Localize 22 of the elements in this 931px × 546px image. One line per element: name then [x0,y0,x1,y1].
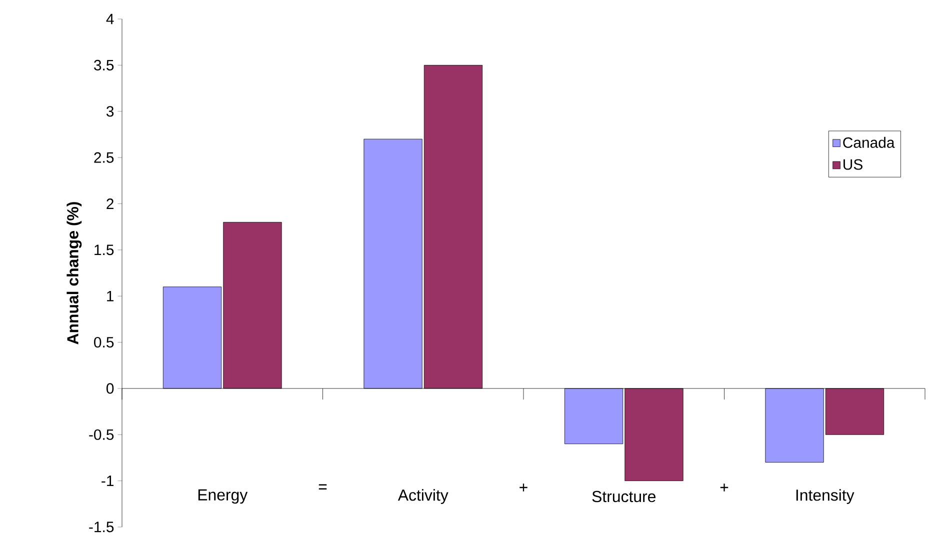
y-tick-label: 2 [106,198,114,209]
annotation: = [318,484,327,490]
y-tick-label: 1.5 [94,244,114,256]
x-tick-label: Activity [398,489,448,504]
y-tick-label: 1 [107,290,114,302]
legend-label: Canada [843,136,895,148]
x-tick-label: Energy [198,489,248,504]
y-axis-title: Annual change (%) [66,202,82,344]
y-tick-label: 3.5 [94,60,114,70]
y-tick-label: 3 [106,106,114,117]
x-tick-label: Intensity [796,489,854,504]
annotation: + [520,484,528,492]
x-tick-label: Structure [592,490,656,502]
y-tick-label: 0 [106,383,114,394]
y-tick-label: 4 [106,14,114,24]
y-tick-label: -1.5 [89,522,114,532]
annotation: + [720,484,728,492]
y-tick-label: -0.5 [89,429,114,440]
y-tick-label: 2.5 [94,152,114,163]
y-tick-label: 0.5 [94,336,114,348]
legend-label: US [844,159,862,170]
y-tick-label: -1 [102,476,114,486]
